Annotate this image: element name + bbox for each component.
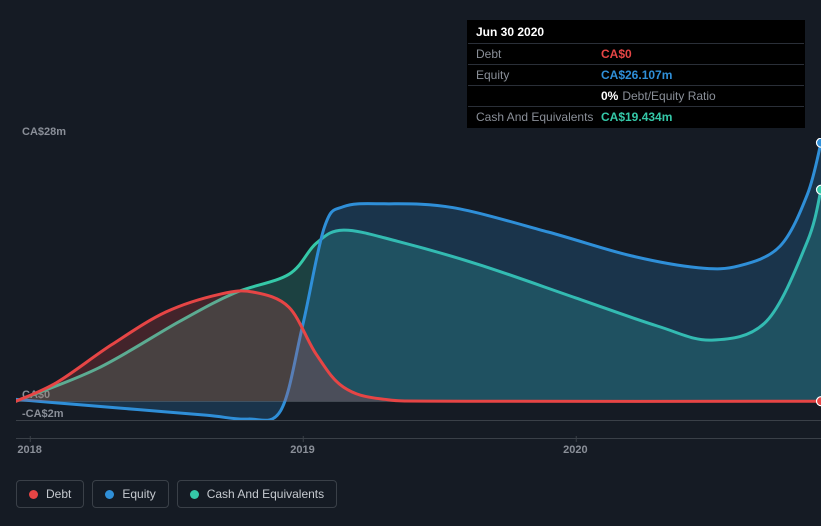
tooltip-row: EquityCA$26.107m [468,65,804,86]
y-bottom-line [16,420,821,421]
series-end-marker [817,397,821,406]
x-axis-tick: 2019 [290,444,314,456]
y-axis-label: CA$28m [22,126,66,138]
tooltip-ratio: 0%Debt/Equity Ratio [601,89,716,103]
tooltip-row: DebtCA$0 [468,44,804,65]
legend-label: Equity [122,487,155,501]
tooltip-row: 0%Debt/Equity Ratio [468,86,804,107]
legend-label: Cash And Equivalents [207,487,324,501]
tooltip-label: Debt [476,47,601,61]
tooltip-label: Cash And Equivalents [476,110,601,124]
x-axis-line [16,438,821,439]
x-axis-tick: 2020 [563,444,587,456]
chart-svg [16,138,821,420]
tooltip-value: CA$26.107m [601,68,672,82]
tooltip-label: Equity [476,68,601,82]
tooltip-label [476,89,601,103]
tooltip-date: Jun 30 2020 [468,21,804,44]
legend-item[interactable]: Cash And Equivalents [177,480,337,508]
chart-area [16,138,821,420]
x-axis: 2018 2019 2020 [16,444,821,464]
tooltip-value: CA$0 [601,47,632,61]
legend-item[interactable]: Equity [92,480,168,508]
data-tooltip: Jun 30 2020 DebtCA$0EquityCA$26.107m0%De… [467,20,805,128]
series-end-marker [817,185,821,194]
legend-dot-icon [190,490,199,499]
legend-label: Debt [46,487,71,501]
tooltip-row: Cash And EquivalentsCA$19.434m [468,107,804,127]
legend-dot-icon [29,490,38,499]
legend: Debt Equity Cash And Equivalents [16,480,337,508]
x-axis-tick: 2018 [17,444,41,456]
legend-dot-icon [105,490,114,499]
tooltip-value: CA$19.434m [601,110,672,124]
legend-item[interactable]: Debt [16,480,84,508]
series-end-marker [817,138,821,147]
